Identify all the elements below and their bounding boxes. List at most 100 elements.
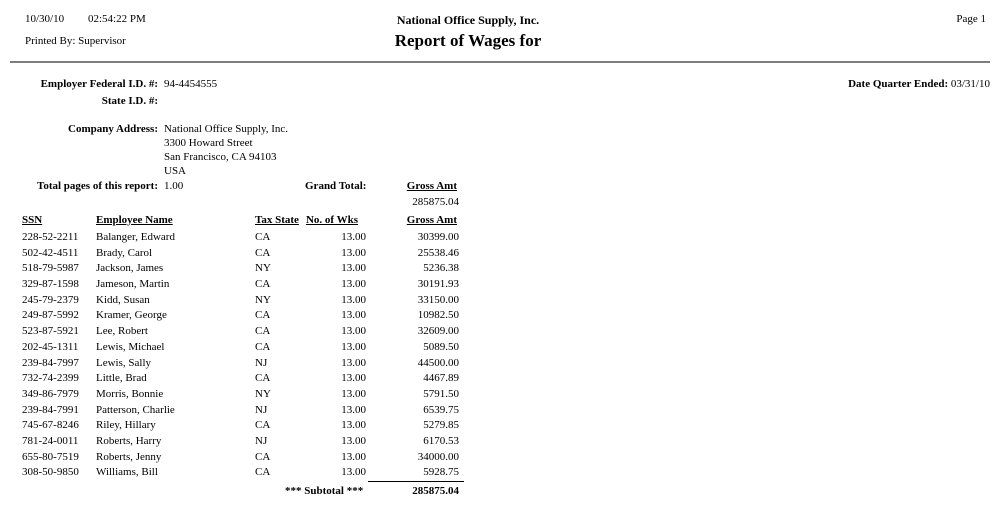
cell-gross-amt: 30399.00 [417, 231, 459, 243]
printed-by: Printed By: Supervisor [25, 35, 126, 47]
printed-by-value: Supervisor [78, 35, 126, 47]
header-ssn: SSN [22, 214, 43, 226]
cell-employee-name: Little, Brad [96, 372, 147, 385]
cell-employee-name: Lee, Robert [96, 325, 148, 338]
cell-tax-state: CA [255, 419, 271, 432]
wage-table-body: 228-52-2211 Balanger, Edward CA 13.00 30… [0, 231, 500, 482]
cell-gross-amt: 5791.50 [423, 387, 459, 400]
cell-employee-name: Williams, Bill [96, 466, 158, 479]
cell-employee-name: Lewis, Sally [96, 356, 151, 369]
cell-tax-state: CA [255, 309, 271, 322]
cell-gross-amt: 5089.50 [423, 340, 459, 353]
company-address-label: Company Address: [68, 123, 158, 135]
cell-tax-state: NY [255, 387, 271, 400]
cell-no-of-wks: 13.00 [341, 387, 366, 400]
cell-ssn: 329-87-1598 [22, 278, 79, 291]
report-title: Report of Wages for [394, 31, 542, 50]
cell-employee-name: Patterson, Charlie [96, 403, 175, 416]
cell-tax-state: CA [255, 372, 271, 385]
cell-tax-state: NY [255, 262, 271, 275]
table-row: 523-87-5921 Lee, Robert CA 13.00 32609.0… [0, 325, 500, 341]
table-row: 349-86-7979 Morris, Bonnie NY 13.00 5791… [0, 388, 500, 404]
cell-tax-state: NJ [255, 403, 268, 416]
cell-no-of-wks: 13.00 [341, 262, 366, 275]
cell-tax-state: CA [255, 466, 271, 479]
cell-ssn: 249-87-5992 [22, 309, 79, 322]
table-row: 655-80-7519 Roberts, Jenny CA 13.00 3400… [0, 451, 500, 467]
cell-no-of-wks: 13.00 [341, 419, 366, 432]
federal-id-value: 94-4454555 [164, 78, 218, 90]
printed-by-label: Printed By: [25, 35, 76, 47]
cell-no-of-wks: 13.00 [341, 278, 366, 291]
cell-gross-amt: 44500.00 [417, 356, 459, 369]
total-pages-value: 1.00 [164, 180, 184, 192]
grand-total-value: 285875.04 [412, 196, 459, 208]
cell-no-of-wks: 13.00 [341, 246, 366, 259]
quarter-ended-label: Date Quarter Ended: [848, 78, 949, 90]
table-row: 245-79-2379 Kidd, Susan NY 13.00 33150.0… [0, 294, 500, 310]
wage-table-header: SSN Employee Name Tax State No. of Wks G… [0, 214, 500, 231]
cell-tax-state: CA [255, 325, 271, 338]
cell-gross-amt: 10982.50 [417, 309, 459, 322]
cell-ssn: 732-74-2399 [22, 372, 79, 385]
cell-gross-amt: 5236.38 [423, 262, 459, 275]
subtotal-value: 285875.04 [412, 485, 459, 497]
table-row: 732-74-2399 Little, Brad CA 13.00 4467.8… [0, 372, 500, 388]
cell-gross-amt: 5279.85 [423, 419, 459, 432]
cell-ssn: 518-79-5987 [22, 262, 79, 275]
cell-tax-state: NJ [255, 356, 268, 369]
cell-ssn: 745-67-8246 [22, 419, 79, 432]
cell-employee-name: Jameson, Martin [96, 278, 170, 291]
cell-no-of-wks: 13.00 [341, 325, 366, 338]
cell-no-of-wks: 13.00 [341, 356, 366, 369]
cell-no-of-wks: 13.00 [341, 231, 366, 243]
print-date: 10/30/10 [25, 13, 65, 25]
cell-ssn: 349-86-7979 [22, 387, 79, 400]
cell-employee-name: Morris, Bonnie [96, 387, 164, 400]
cell-gross-amt: 5928.75 [423, 466, 459, 479]
cell-no-of-wks: 13.00 [341, 403, 366, 416]
cell-ssn: 228-52-2211 [22, 231, 79, 243]
header-gross-amt: Gross Amt [406, 214, 457, 226]
table-row: 502-42-4511 Brady, Carol CA 13.00 25538.… [0, 247, 500, 263]
federal-id-label: Employer Federal I.D. #: [40, 78, 158, 90]
cell-gross-amt: 32609.00 [417, 325, 459, 338]
cell-employee-name: Roberts, Jenny [96, 450, 162, 463]
cell-gross-amt: 33150.00 [417, 293, 459, 306]
cell-ssn: 239-84-7997 [22, 356, 79, 369]
cell-gross-amt: 6170.53 [423, 434, 459, 447]
cell-gross-amt: 4467.89 [423, 372, 459, 385]
subtotal-label: *** Subtotal *** [285, 485, 364, 497]
address-line-1: National Office Supply, Inc. [164, 123, 289, 135]
cell-ssn: 239-84-7991 [22, 403, 79, 416]
cell-ssn: 202-45-1311 [22, 340, 79, 353]
cell-gross-amt: 25538.46 [417, 246, 459, 259]
cell-employee-name: Lewis, Michael [96, 340, 165, 353]
table-row: 308-50-9850 Williams, Bill CA 13.00 5928… [0, 466, 500, 482]
address-line-4: USA [164, 165, 187, 177]
cell-tax-state: CA [255, 278, 271, 291]
header-tax-state: Tax State [255, 214, 299, 226]
cell-no-of-wks: 13.00 [341, 372, 366, 385]
address-line-2: 3300 Howard Street [164, 137, 253, 149]
page-number: Page 1 [956, 13, 986, 25]
cell-no-of-wks: 13.00 [341, 309, 366, 322]
company-name-heading: National Office Supply, Inc. [396, 13, 540, 27]
cell-no-of-wks: 13.00 [341, 434, 366, 447]
total-pages-label: Total pages of this report: [37, 180, 158, 192]
cell-employee-name: Roberts, Harry [96, 434, 162, 447]
cell-no-of-wks: 13.00 [341, 340, 366, 353]
cell-gross-amt: 6539.75 [423, 403, 459, 416]
table-row: 239-84-7997 Lewis, Sally NJ 13.00 44500.… [0, 357, 500, 373]
cell-employee-name: Kidd, Susan [96, 293, 150, 306]
cell-employee-name: Brady, Carol [96, 246, 153, 259]
table-row: 329-87-1598 Jameson, Martin CA 13.00 301… [0, 278, 500, 294]
cell-ssn: 523-87-5921 [22, 325, 79, 338]
cell-tax-state: CA [255, 246, 271, 259]
cell-employee-name: Kramer, George [96, 309, 167, 322]
cell-ssn: 245-79-2379 [22, 293, 79, 306]
cell-tax-state: NY [255, 293, 271, 306]
cell-ssn: 502-42-4511 [22, 246, 79, 259]
cell-employee-name: Riley, Hillary [96, 419, 156, 432]
